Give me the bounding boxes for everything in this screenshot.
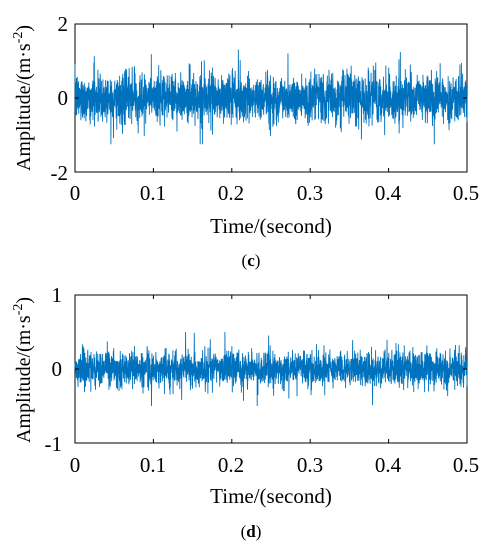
y-tick-label: -2 [51,161,69,185]
x-tick-label: 0.1 [140,453,166,477]
x-tick-label: 0.2 [218,453,244,477]
panel-label: (c) [242,251,261,270]
x-tick-label: 0.2 [218,181,244,205]
y-tick-label: 0 [58,86,69,110]
y-axis-label: Amplitude/(m·s-2) [11,25,35,171]
signal-trace-c [74,49,468,145]
x-ticks-c [74,24,468,172]
signal-trace-d [74,331,468,407]
x-tick-label: 0.1 [140,181,166,205]
signal-line [74,49,468,145]
y-tick-label: 2 [58,12,69,36]
x-tick-label: 0.4 [375,453,402,477]
signal-line [74,331,468,407]
x-axis-label: Time/(second) [210,484,332,508]
x-ticks-d [74,295,468,443]
x-tick-label: 0.5 [453,453,479,477]
panel-label: (d) [241,522,262,541]
x-tick-label: 0.4 [375,181,402,205]
chart-panel-c: 2 0 -2 0 0.1 0.2 0.3 0.4 0.5 Time/(secon… [11,12,479,270]
x-tick-label: 0.3 [297,453,323,477]
x-tick-label: 0 [70,453,81,477]
x-axis-label: Time/(second) [210,214,332,238]
y-axis-label: Amplitude/(m·s-2) [11,297,35,443]
y-ticks-c [75,23,467,173]
y-ticks-d [75,294,467,444]
chart-panel-d: 1 0 -1 0 0.1 0.2 0.3 0.4 0.5 Time/(secon… [11,283,479,541]
y-tick-label: 0 [52,357,63,381]
y-tick-label: 1 [52,283,63,307]
x-tick-label: 0 [70,181,81,205]
x-tick-label: 0.3 [297,181,323,205]
y-tick-label: -1 [45,432,63,456]
x-tick-label: 0.5 [453,181,479,205]
